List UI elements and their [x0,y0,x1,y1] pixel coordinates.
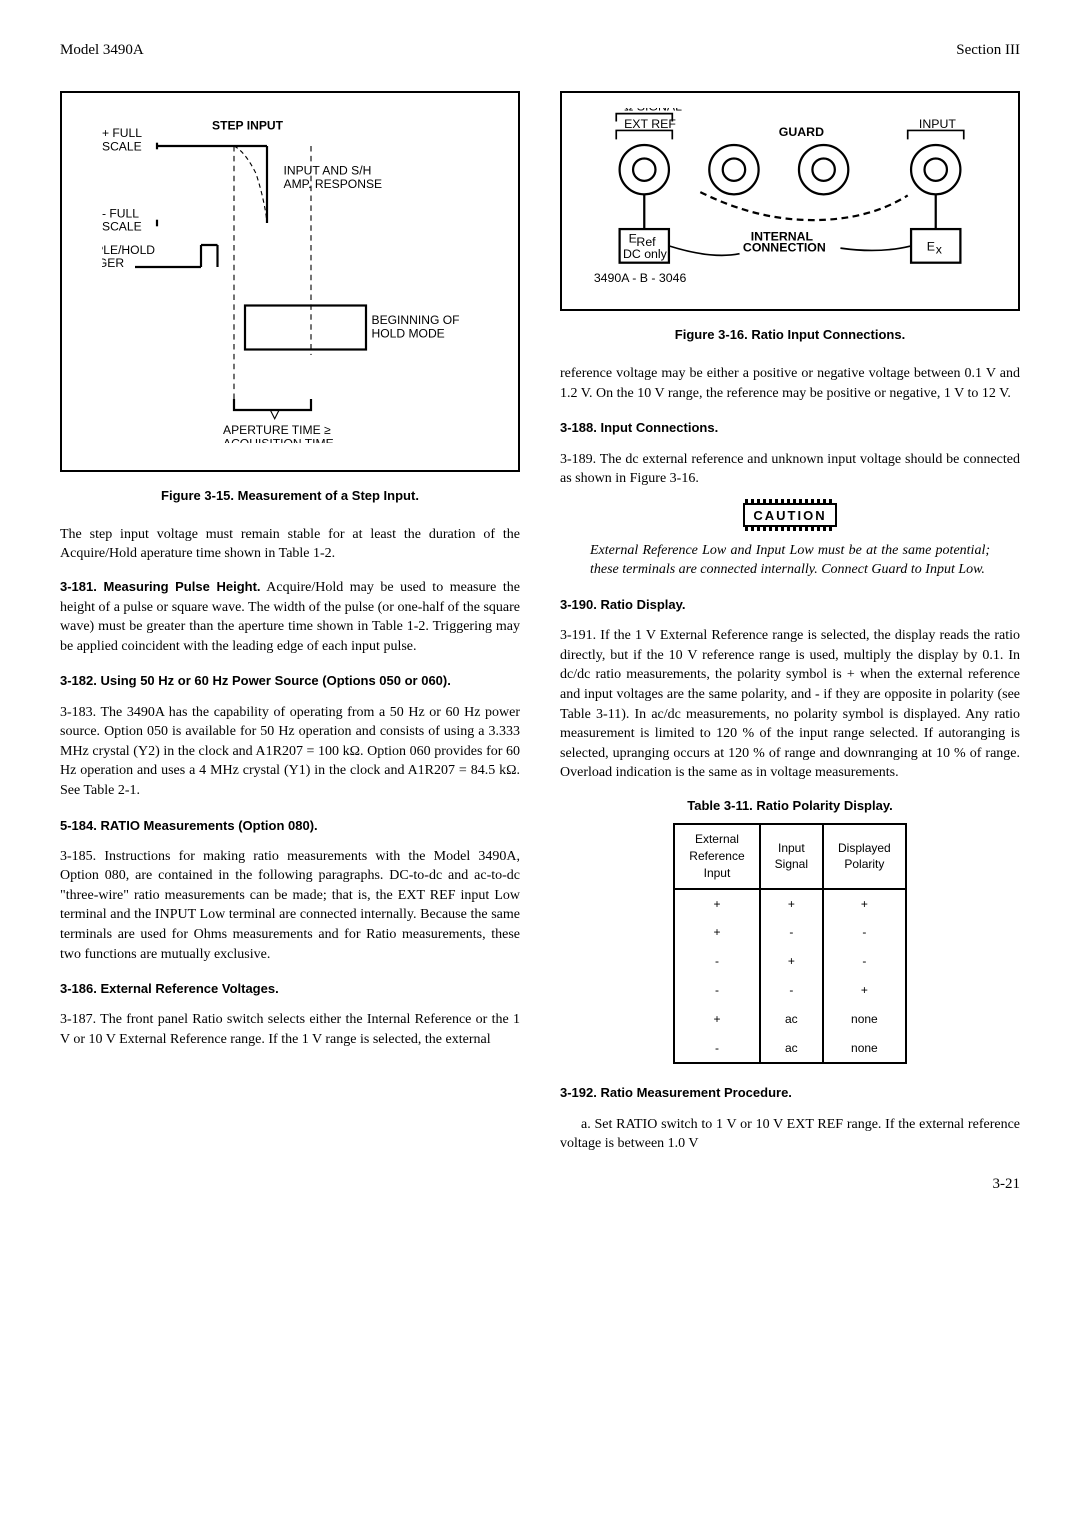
svg-text:x: x [936,243,943,257]
svg-text:ACQUISITION TIME: ACQUISITION TIME [223,436,334,443]
fig315-svg: + FULL SCALE STEP INPUT INPUT AND S/H AM… [102,113,498,443]
p-3185: 3-185. Instructions for making ratio mea… [60,847,520,965]
h-3186: 3-186. External Reference Voltages. [60,980,520,998]
table-row: +acnone [674,1005,905,1034]
lbl-step-input: STEP INPUT [212,119,284,133]
lbl-sh-trigger: SAMPLE/HOLD [102,243,155,257]
svg-text:E: E [927,239,935,253]
header-left: Model 3490A [60,40,144,61]
h-3182: 3-182. Using 50 Hz or 60 Hz Power Source… [60,672,520,690]
svg-text:AMP. RESPONSE: AMP. RESPONSE [284,177,383,191]
right-column: Ω SIGNAL EXT REF GUARD INPUT ERef DC onl… [560,91,1020,1195]
table-cell: none [823,1005,906,1034]
h-3181: 3-181. Measuring Pulse Height. [60,579,261,594]
fig316-svg: Ω SIGNAL EXT REF GUARD INPUT ERef DC onl… [577,108,1003,287]
lbl-aperture: APERTURE TIME ≥ [223,423,331,437]
h-3190: 3-190. Ratio Display. [560,596,1020,614]
h-5184: 5-184. RATIO Measurements (Option 080). [60,817,520,835]
table-cell: - [823,947,906,976]
table-cell: - [674,1034,759,1064]
svg-text:SCALE: SCALE [102,220,142,234]
lbl-ext-ref: EXT REF [624,117,676,131]
p-3183: 3-183. The 3490A has the capability of o… [60,703,520,801]
table-header: ExternalReferenceInput [674,824,759,888]
table-cell: ac [760,1005,823,1034]
table-cell: + [823,976,906,1005]
figure-3-16: Ω SIGNAL EXT REF GUARD INPUT ERef DC onl… [560,91,1020,311]
lbl-ohm-signal: Ω SIGNAL [624,108,682,113]
page-number: 3-21 [560,1174,1020,1195]
table-row: +++ [674,889,905,919]
h-3192: 3-192. Ratio Measurement Procedure. [560,1084,1020,1102]
table-header: InputSignal [760,824,823,888]
table-cell: - [674,976,759,1005]
lbl-input: INPUT [919,117,956,131]
table-cell: + [760,947,823,976]
p-3189: 3-189. The dc external reference and unk… [560,450,1020,489]
table-row: +-- [674,918,905,947]
header-right: Section III [956,40,1020,61]
svg-text:HOLD MODE: HOLD MODE [371,326,444,340]
table-header: DisplayedPolarity [823,824,906,888]
caution-label: CAUTION [743,503,836,527]
p-3192a: a. Set RATIO switch to 1 V or 10 V EXT R… [560,1115,1020,1154]
left-column: + FULL SCALE STEP INPUT INPUT AND S/H AM… [60,91,520,1195]
lbl-begin-hold: BEGINNING OF [371,313,459,327]
table-cell: + [674,1005,759,1034]
table-3-11: ExternalReferenceInputInputSignalDisplay… [673,823,906,1064]
h-3188: 3-188. Input Connections. [560,419,1020,437]
fig315-caption: Figure 3-15. Measurement of a Step Input… [60,487,520,505]
p-step-input: The step input voltage must remain stabl… [60,525,520,564]
svg-text:DC only: DC only [623,247,668,261]
svg-text:CONNECTION: CONNECTION [743,240,826,254]
table-3-11-caption: Table 3-11. Ratio Polarity Display. [560,797,1020,815]
table-cell: ac [760,1034,823,1064]
table-cell: + [760,889,823,919]
fig316-caption: Figure 3-16. Ratio Input Connections. [560,326,1020,344]
table-cell: - [823,918,906,947]
table-row: -+- [674,947,905,976]
lbl-plus-full: + FULL [102,126,142,140]
table-cell: none [823,1034,906,1064]
table-cell: - [760,976,823,1005]
svg-text:SCALE: SCALE [102,139,142,153]
table-cell: + [674,889,759,919]
lbl-minus-full: - FULL [102,207,139,221]
table-cell: - [760,918,823,947]
lbl-guard: GUARD [779,125,824,139]
lbl-input-sh: INPUT AND S/H [284,164,372,178]
table-row: -acnone [674,1034,905,1064]
table-cell: + [823,889,906,919]
table-cell: + [674,918,759,947]
caution-text: External Reference Low and Input Low mus… [590,541,990,580]
caution-box: CAUTION [560,503,1020,527]
table-cell: - [674,947,759,976]
p-3191: 3-191. If the 1 V External Reference ran… [560,626,1020,783]
p-refvolt: reference voltage may be either a positi… [560,364,1020,403]
lbl-partnum: 3490A - B - 3046 [594,271,687,285]
table-row: --+ [674,976,905,1005]
figure-3-15: + FULL SCALE STEP INPUT INPUT AND S/H AM… [60,91,520,472]
p-3187: 3-187. The front panel Ratio switch sele… [60,1010,520,1049]
p-3181: 3-181. Measuring Pulse Height. Acquire/H… [60,578,520,656]
svg-text:TRIGGER: TRIGGER [102,256,124,270]
